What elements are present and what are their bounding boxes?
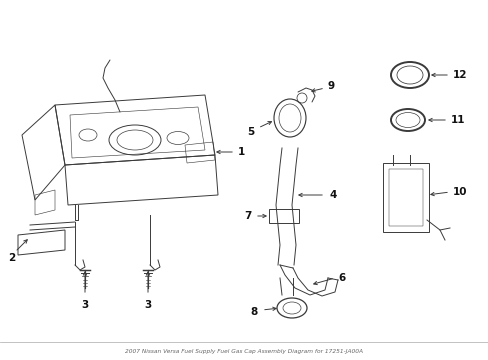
- Text: 11: 11: [450, 115, 465, 125]
- Text: 12: 12: [452, 70, 467, 80]
- Text: 8: 8: [250, 307, 258, 317]
- Text: 9: 9: [327, 81, 334, 91]
- Text: 3: 3: [144, 300, 151, 310]
- Text: 6: 6: [337, 273, 345, 283]
- Text: 4: 4: [329, 190, 337, 200]
- Text: 2: 2: [8, 253, 16, 263]
- Text: 5: 5: [246, 127, 253, 137]
- Text: 1: 1: [238, 147, 245, 157]
- Text: 7: 7: [244, 211, 251, 221]
- Text: 10: 10: [452, 187, 467, 197]
- Text: 3: 3: [81, 300, 88, 310]
- Text: 2007 Nissan Versa Fuel Supply Fuel Gas Cap Assembly Diagram for 17251-JA00A: 2007 Nissan Versa Fuel Supply Fuel Gas C…: [125, 348, 362, 354]
